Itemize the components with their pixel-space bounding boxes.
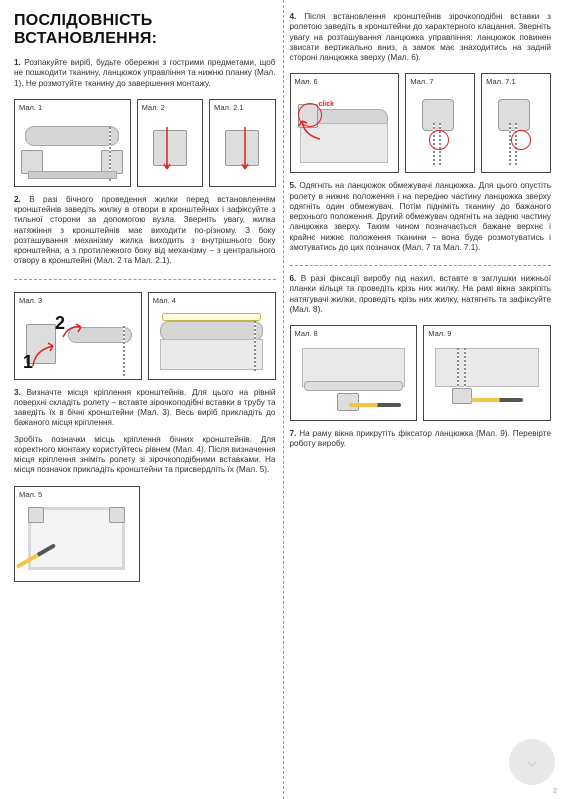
figure-row-2: Мал. 3 1 2 Мал. 4 xyxy=(14,292,276,380)
step-body: В разі фіксації виробу під нахил, вставт… xyxy=(290,274,552,314)
step-body: Після встановлення кронштейнів зірочкопо… xyxy=(290,12,552,62)
step-6-text: 6. В разі фіксації виробу під нахил, вст… xyxy=(290,274,552,315)
click-label: click xyxy=(318,101,334,108)
figure-art xyxy=(142,114,198,182)
step-3b-text: Зробіть позначки місць кріплення бічних … xyxy=(14,435,276,476)
figure-art xyxy=(19,501,135,577)
figure-art xyxy=(19,114,126,182)
figure-row-1: Мал. 1 Мал. 2 Мал. 2.1 xyxy=(14,99,276,187)
horizontal-divider xyxy=(290,265,552,266)
step-number: 1. xyxy=(14,58,21,67)
figure-label: Мал. 6 xyxy=(295,77,318,86)
step-number: 5. xyxy=(290,181,297,190)
step-number: 2. xyxy=(14,195,21,204)
figure-row-3: Мал. 5 xyxy=(14,486,276,582)
figure-4: Мал. 4 xyxy=(148,292,276,380)
level-tool xyxy=(162,313,261,321)
figure-label: Мал. 9 xyxy=(428,329,451,338)
step-body: Розпакуйте виріб, будьте обережні з гост… xyxy=(14,58,276,88)
figure-7-1: Мал. 7.1 xyxy=(481,73,551,173)
step-number: 7. xyxy=(290,429,297,438)
figure-1: Мал. 1 xyxy=(14,99,131,187)
figure-label: Мал. 7.1 xyxy=(486,77,515,86)
figure-9: Мал. 9 xyxy=(423,325,551,421)
step-4-text: 4. Після встановлення кронштейнів зірочк… xyxy=(290,12,552,63)
figure-label: Мал. 4 xyxy=(153,296,176,305)
instruction-page: ПОСЛІДОВНІСТЬ ВСТАНОВЛЕННЯ: 1. Розпакуйт… xyxy=(0,0,565,799)
figure-art xyxy=(410,88,470,168)
figure-row-5: Мал. 8 Мал. 9 xyxy=(290,325,552,421)
figure-label: Мал. 5 xyxy=(19,490,42,499)
figure-label: Мал. 8 xyxy=(295,329,318,338)
watermark-icon xyxy=(509,739,555,785)
figure-5: Мал. 5 xyxy=(14,486,140,582)
figure-label: Мал. 2.1 xyxy=(214,103,243,112)
figure-art: click xyxy=(295,88,395,168)
figure-2: Мал. 2 xyxy=(137,99,203,187)
figure-label: Мал. 1 xyxy=(19,103,42,112)
step-3-text: 3. Визначте місця кріплення кронштейнів.… xyxy=(14,388,276,429)
step-body: В разі бічного проведення жилки перед вс… xyxy=(14,195,276,266)
vertical-divider xyxy=(283,0,284,799)
figure-label: Мал. 2 xyxy=(142,103,165,112)
step-body: Визначте місця кріплення кронштейнів. Дл… xyxy=(14,388,276,428)
step-body: На раму вікна прикрутіть фіксатор ланцюж… xyxy=(290,429,552,448)
step-number: 6. xyxy=(290,274,297,283)
step-number: 4. xyxy=(290,12,297,21)
figure-8: Мал. 8 xyxy=(290,325,418,421)
figure-art xyxy=(428,340,546,416)
figure-art xyxy=(486,88,546,168)
figure-art xyxy=(214,114,270,182)
page-number: 2 xyxy=(553,788,557,795)
figure-art: 1 2 xyxy=(19,307,137,375)
figure-art xyxy=(295,340,413,416)
figure-label: Мал. 3 xyxy=(19,296,42,305)
figure-3: Мал. 3 1 2 xyxy=(14,292,142,380)
figure-7: Мал. 7 xyxy=(405,73,475,173)
figure-label: Мал. 7 xyxy=(410,77,433,86)
figure-art xyxy=(153,307,271,375)
step-body: Одягніть на ланцюжок обмежувачі ланцюжка… xyxy=(290,181,552,252)
step-5-text: 5. Одягніть на ланцюжок обмежувачі ланцю… xyxy=(290,181,552,253)
figure-row-4: Мал. 6 click Мал. 7 xyxy=(290,73,552,173)
step-number: 3. xyxy=(14,388,21,397)
step-1-text: 1. Розпакуйте виріб, будьте обережні з г… xyxy=(14,58,276,89)
figure-6: Мал. 6 click xyxy=(290,73,400,173)
right-column: 4. Після встановлення кронштейнів зірочк… xyxy=(290,12,552,787)
step-2-text: 2. В разі бічного проведення жилки перед… xyxy=(14,195,276,267)
page-title: ПОСЛІДОВНІСТЬ ВСТАНОВЛЕННЯ: xyxy=(14,12,276,48)
step-7-text: 7. На раму вікна прикрутіть фіксатор лан… xyxy=(290,429,552,450)
left-column: ПОСЛІДОВНІСТЬ ВСТАНОВЛЕННЯ: 1. Розпакуйт… xyxy=(14,12,276,787)
figure-2-1: Мал. 2.1 xyxy=(209,99,275,187)
horizontal-divider xyxy=(14,279,276,280)
